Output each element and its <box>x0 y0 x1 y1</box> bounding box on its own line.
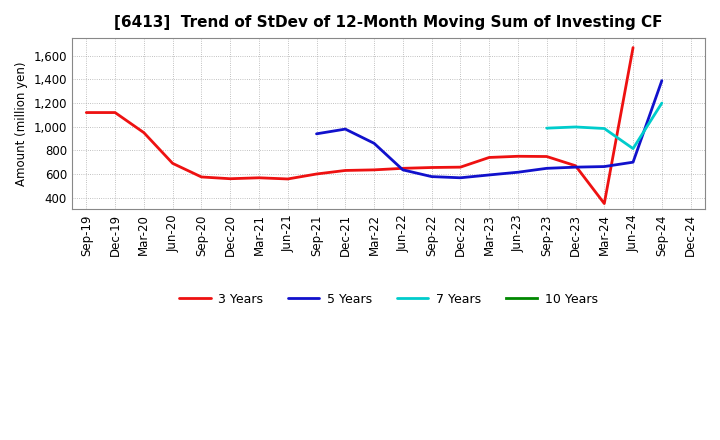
5 Years <box>600 164 608 169</box>
3 Years <box>427 165 436 170</box>
5 Years <box>456 175 464 180</box>
7 Years <box>657 100 666 106</box>
5 Years <box>341 126 350 132</box>
Line: 7 Years: 7 Years <box>546 103 662 149</box>
7 Years <box>600 126 608 131</box>
Line: 5 Years: 5 Years <box>317 81 662 178</box>
Title: [6413]  Trend of StDev of 12-Month Moving Sum of Investing CF: [6413] Trend of StDev of 12-Month Moving… <box>114 15 662 30</box>
3 Years <box>600 201 608 206</box>
5 Years <box>542 166 551 171</box>
5 Years <box>312 131 321 136</box>
5 Years <box>485 172 493 178</box>
3 Years <box>456 165 464 170</box>
7 Years <box>571 125 580 130</box>
3 Years <box>370 167 379 172</box>
3 Years <box>399 166 408 171</box>
5 Years <box>370 141 379 146</box>
3 Years <box>168 161 177 166</box>
3 Years <box>312 171 321 176</box>
3 Years <box>111 110 120 115</box>
3 Years <box>542 154 551 159</box>
3 Years <box>284 176 292 182</box>
5 Years <box>657 78 666 83</box>
3 Years <box>197 174 206 180</box>
7 Years <box>629 146 637 151</box>
5 Years <box>427 174 436 179</box>
5 Years <box>399 167 408 172</box>
3 Years <box>571 163 580 169</box>
5 Years <box>629 160 637 165</box>
Legend: 3 Years, 5 Years, 7 Years, 10 Years: 3 Years, 5 Years, 7 Years, 10 Years <box>174 288 603 311</box>
3 Years <box>341 168 350 173</box>
7 Years <box>542 125 551 131</box>
Line: 3 Years: 3 Years <box>86 48 633 204</box>
3 Years <box>485 155 493 160</box>
3 Years <box>513 154 522 159</box>
Y-axis label: Amount (million yen): Amount (million yen) <box>15 62 28 186</box>
3 Years <box>82 110 91 115</box>
3 Years <box>629 45 637 50</box>
5 Years <box>571 165 580 170</box>
3 Years <box>226 176 235 181</box>
5 Years <box>513 169 522 175</box>
3 Years <box>255 175 264 180</box>
3 Years <box>140 130 148 135</box>
